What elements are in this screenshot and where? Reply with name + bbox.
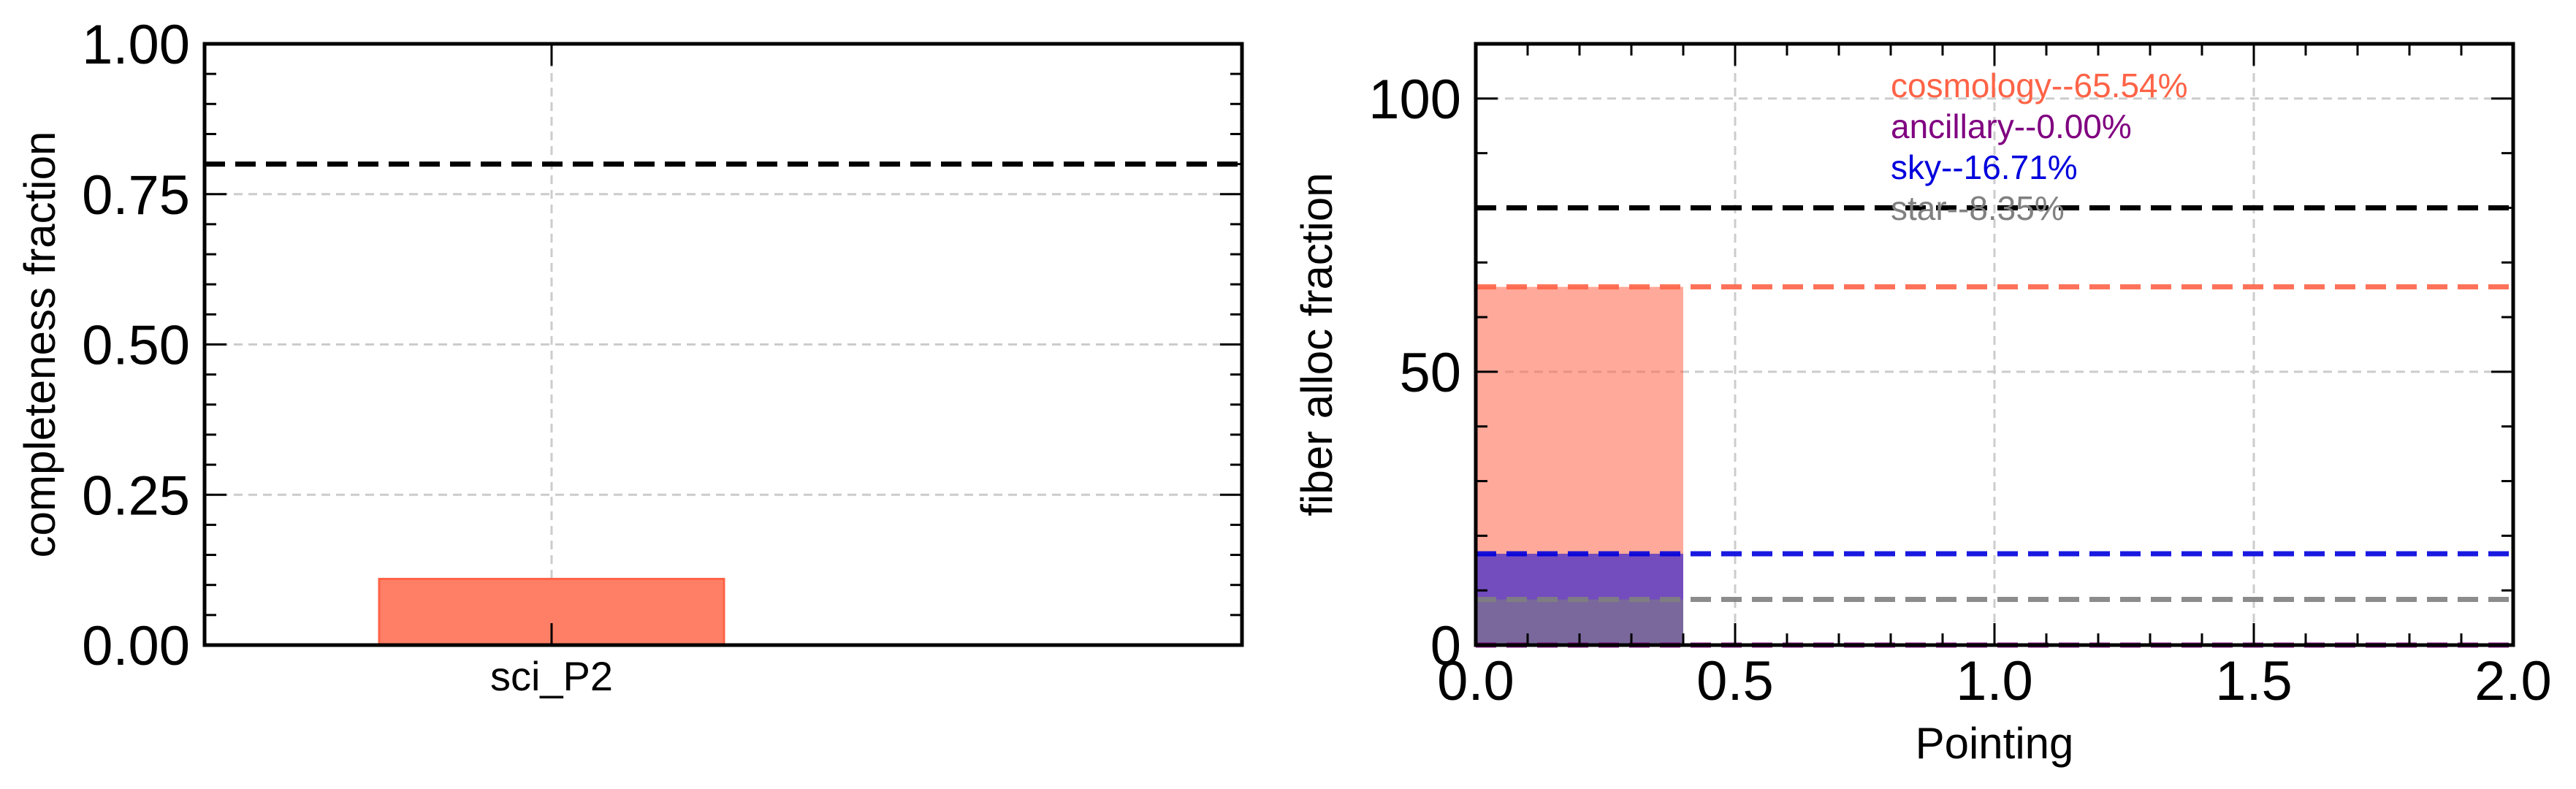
x-tick-label: 1.5	[2215, 650, 2293, 712]
y-tick-label: 0	[1430, 615, 1461, 677]
completeness-chart: 0.00 0.25 0.50 0.75 1.00 sci_P2 completeness f…	[15, 14, 1244, 699]
plot-frame	[1474, 42, 2515, 647]
x-tick-label: 0.0	[1437, 650, 1514, 712]
x-category-label: sci_P2	[490, 653, 613, 699]
y-tick-label: 0.25	[82, 465, 190, 527]
legend-entry-cosmology: cosmology--65.54%	[1891, 66, 2188, 104]
y-tick-label: 0.50	[82, 315, 190, 377]
legend-entry-sky: sky--16.71%	[1891, 148, 2078, 186]
legend-entry-star: star--8.35%	[1891, 189, 2065, 227]
y-axis-title: fiber alloc fraction	[1292, 172, 1341, 516]
x-tick-label: 2.0	[2474, 650, 2552, 712]
y-tick-label: 50	[1399, 342, 1461, 404]
y-tick-label: 1.00	[82, 14, 190, 76]
legend-entry-ancillary: ancillary--0.00%	[1891, 107, 2132, 145]
plot-frame	[202, 42, 1244, 647]
y-tick-label: 100	[1368, 69, 1461, 131]
x-axis-title: Pointing	[1916, 719, 2074, 768]
y-axis-title: completeness fraction	[15, 132, 64, 558]
y-tick-label: 0.00	[82, 615, 190, 677]
x-tick-label: 0.5	[1696, 650, 1774, 712]
x-tick-label: 1.0	[1956, 650, 2033, 712]
fiber-alloc-chart: 0 50 100 0.0 0.5 1.0 1.5 2.0 Pointing fiber alloc…	[1292, 42, 2552, 768]
y-tick-label: 0.75	[82, 164, 190, 226]
